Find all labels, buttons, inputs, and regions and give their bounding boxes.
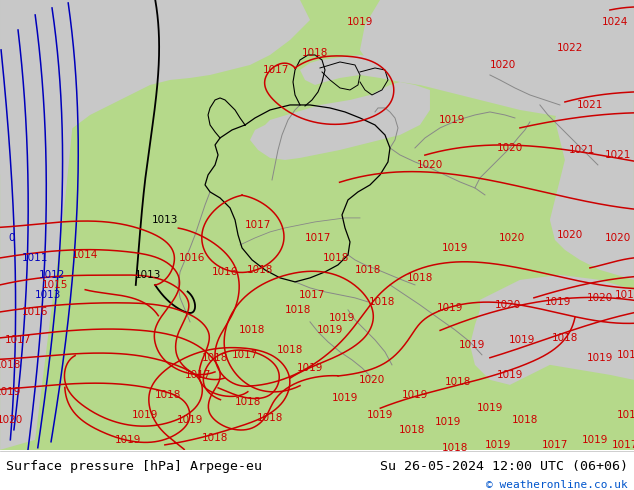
Text: 1020: 1020 bbox=[359, 375, 385, 385]
Text: 1018: 1018 bbox=[407, 273, 433, 283]
Text: 1021: 1021 bbox=[577, 100, 603, 110]
Text: 1018: 1018 bbox=[399, 425, 425, 435]
Text: 1017: 1017 bbox=[232, 350, 258, 360]
Text: 1014: 1014 bbox=[72, 250, 98, 260]
Text: 1020: 1020 bbox=[417, 160, 443, 170]
Text: 1018: 1018 bbox=[257, 413, 283, 423]
Polygon shape bbox=[0, 0, 310, 175]
Text: Surface pressure [hPa] Arpege-eu: Surface pressure [hPa] Arpege-eu bbox=[6, 460, 262, 473]
Text: 1019: 1019 bbox=[477, 403, 503, 413]
Text: 1018: 1018 bbox=[247, 265, 273, 275]
Text: 1019: 1019 bbox=[508, 335, 535, 345]
Text: 1018: 1018 bbox=[235, 397, 261, 407]
Text: 1019: 1019 bbox=[329, 313, 355, 323]
Text: 1017: 1017 bbox=[185, 370, 211, 380]
Text: 1017: 1017 bbox=[305, 233, 331, 243]
Text: 1022: 1022 bbox=[557, 43, 583, 53]
Polygon shape bbox=[360, 0, 634, 120]
Text: © weatheronline.co.uk: © weatheronline.co.uk bbox=[486, 480, 628, 490]
Polygon shape bbox=[550, 0, 634, 280]
Text: 1019: 1019 bbox=[332, 393, 358, 403]
Text: 1017: 1017 bbox=[541, 440, 568, 450]
Text: 1019: 1019 bbox=[317, 325, 343, 335]
Text: 1020: 1020 bbox=[557, 230, 583, 240]
Polygon shape bbox=[300, 55, 420, 85]
Text: 1019: 1019 bbox=[437, 303, 463, 313]
Text: 1019: 1019 bbox=[496, 370, 523, 380]
Text: 1021: 1021 bbox=[605, 150, 631, 160]
Text: 1018: 1018 bbox=[302, 48, 328, 58]
Polygon shape bbox=[250, 82, 430, 160]
Text: 1019: 1019 bbox=[459, 340, 485, 350]
Text: 1019: 1019 bbox=[115, 435, 141, 445]
Text: 1019: 1019 bbox=[297, 363, 323, 373]
Text: 1019: 1019 bbox=[439, 115, 465, 125]
Text: 1016: 1016 bbox=[22, 307, 48, 317]
Text: 1018: 1018 bbox=[369, 297, 395, 307]
Text: 1018: 1018 bbox=[445, 377, 471, 387]
Text: 1019: 1019 bbox=[367, 410, 393, 420]
Text: 1024: 1024 bbox=[602, 17, 628, 27]
Text: Su 26-05-2024 12:00 UTC (06+06): Su 26-05-2024 12:00 UTC (06+06) bbox=[380, 460, 628, 473]
Text: 1019: 1019 bbox=[586, 353, 613, 363]
Text: 1011: 1011 bbox=[22, 253, 48, 263]
Text: 1016: 1016 bbox=[179, 253, 205, 263]
Text: 1020: 1020 bbox=[0, 415, 23, 425]
Text: 1015: 1015 bbox=[42, 280, 68, 290]
Text: 1019: 1019 bbox=[582, 435, 608, 445]
Text: 0: 0 bbox=[9, 233, 15, 243]
Text: 1013: 1013 bbox=[135, 270, 161, 280]
Text: 1018: 1018 bbox=[202, 433, 228, 443]
Text: 1013: 1013 bbox=[35, 290, 61, 300]
Text: 1019: 1019 bbox=[485, 440, 511, 450]
Text: 1018: 1018 bbox=[239, 325, 265, 335]
Text: 1019: 1019 bbox=[347, 17, 373, 27]
Text: 1016: 1016 bbox=[212, 267, 238, 277]
Text: 1019: 1019 bbox=[402, 390, 428, 400]
Text: 1018: 1018 bbox=[285, 305, 311, 315]
Text: 1019: 1019 bbox=[435, 417, 461, 427]
Text: 1017: 1017 bbox=[263, 65, 289, 75]
Text: 1019: 1019 bbox=[177, 415, 204, 425]
Text: 1020: 1020 bbox=[605, 233, 631, 243]
Text: 1019: 1019 bbox=[442, 243, 468, 253]
Text: 1018: 1018 bbox=[552, 333, 578, 343]
Polygon shape bbox=[0, 0, 90, 450]
Text: 1021: 1021 bbox=[569, 145, 595, 155]
Text: 1018: 1018 bbox=[355, 265, 381, 275]
Polygon shape bbox=[470, 275, 634, 385]
Text: 1017: 1017 bbox=[612, 440, 634, 450]
Text: 1019: 1019 bbox=[615, 290, 634, 300]
Text: 1019: 1019 bbox=[545, 297, 571, 307]
Text: 1018: 1018 bbox=[442, 443, 468, 453]
Text: 1020: 1020 bbox=[495, 300, 521, 310]
Text: 1012: 1012 bbox=[39, 270, 65, 280]
Text: 1019: 1019 bbox=[0, 387, 22, 397]
Text: 1018: 1018 bbox=[323, 253, 349, 263]
Text: 1018: 1018 bbox=[617, 410, 634, 420]
Text: 1018: 1018 bbox=[277, 345, 303, 355]
Text: 1020: 1020 bbox=[586, 293, 613, 303]
Text: 1020: 1020 bbox=[497, 143, 523, 153]
Text: 1020: 1020 bbox=[499, 233, 525, 243]
Text: 1018: 1018 bbox=[512, 415, 538, 425]
Text: 1017: 1017 bbox=[299, 290, 325, 300]
Text: 1018: 1018 bbox=[155, 390, 181, 400]
Text: 1013: 1013 bbox=[152, 215, 178, 225]
Text: 1019: 1019 bbox=[132, 410, 158, 420]
Text: 1018: 1018 bbox=[0, 360, 22, 370]
Text: 1018: 1018 bbox=[202, 353, 228, 363]
Text: 1020: 1020 bbox=[490, 60, 516, 70]
Text: 1017: 1017 bbox=[5, 335, 31, 345]
Text: 1019: 1019 bbox=[617, 350, 634, 360]
Text: 1017: 1017 bbox=[245, 220, 271, 230]
